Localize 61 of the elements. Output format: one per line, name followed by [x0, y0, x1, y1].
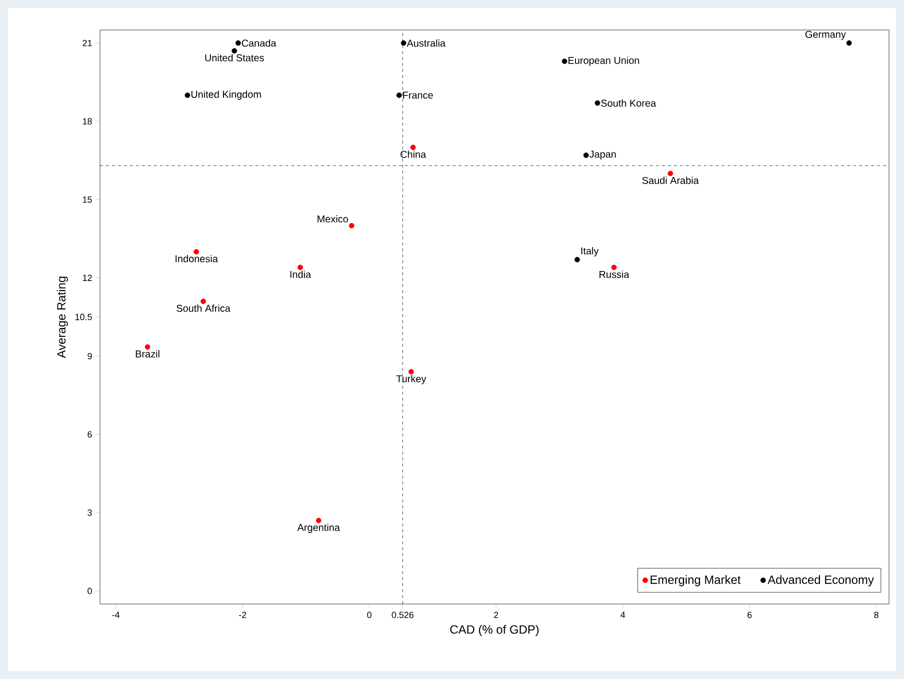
- legend-label: Advanced Economy: [768, 575, 874, 586]
- annotation: Mexico: [318, 215, 348, 222]
- point: [611, 264, 617, 270]
- y-tick-label: 12: [82, 274, 92, 281]
- annotation: Japan: [589, 150, 616, 160]
- point: [235, 40, 241, 46]
- annotation: Argentina: [297, 524, 340, 533]
- annotation: India: [290, 270, 312, 278]
- annotation: Turkey: [396, 374, 426, 384]
- annotation: European Union: [568, 56, 640, 66]
- x-tick-label: 0: [367, 612, 372, 618]
- x-tick-label: -4: [112, 612, 120, 618]
- point: [574, 256, 580, 262]
- y-tick-label: 21: [82, 40, 92, 46]
- annotation: United States: [205, 54, 264, 62]
- y-tick-label: 3: [88, 509, 92, 516]
- y-axis-title: Average Rating: [56, 276, 68, 358]
- annotation: South Korea: [601, 99, 656, 107]
- point: [194, 249, 200, 254]
- y-tick-label: 6: [88, 431, 92, 438]
- point: [410, 144, 416, 150]
- point: [144, 344, 150, 350]
- x-tick-label: -2: [239, 612, 246, 618]
- annotation: Italy: [581, 247, 599, 256]
- point: [408, 369, 414, 374]
- y-tick-label: 10.5: [75, 314, 92, 320]
- point: [232, 48, 238, 54]
- y-tick-label: 18: [82, 118, 92, 124]
- y-tick-label: 0: [88, 588, 92, 594]
- point: [298, 264, 303, 270]
- annotation: Saudi Arabia: [642, 176, 699, 184]
- x-tick-label: 6: [748, 612, 752, 618]
- annotation: South Africa: [176, 304, 230, 312]
- legend-label: Emerging Market: [650, 575, 741, 586]
- annotation: Australia: [406, 39, 446, 47]
- x-tick-label: 2: [494, 612, 498, 618]
- annotation: Russia: [600, 270, 630, 278]
- y-tick-label: 9: [88, 352, 92, 360]
- point: [594, 100, 600, 106]
- annotation: Germany: [805, 30, 846, 40]
- x-axis-title: CAD (% of GDP): [450, 624, 539, 636]
- point: [846, 40, 852, 46]
- x-tick-label: 4: [620, 612, 626, 618]
- annotation: Indonesia: [176, 254, 218, 262]
- point: [348, 222, 354, 228]
- x-tick-label: 0.526: [392, 612, 414, 618]
- annotation: China: [400, 150, 426, 158]
- point: [583, 152, 589, 158]
- annotation: Canada: [242, 39, 276, 47]
- point: [184, 92, 190, 98]
- y-tick-label: 15: [82, 196, 92, 203]
- annotation: Brazil: [136, 350, 160, 358]
- annotation: United Kingdom: [191, 90, 261, 100]
- point: [562, 58, 568, 64]
- point: [200, 298, 206, 304]
- point: [316, 518, 322, 524]
- point: [400, 40, 406, 46]
- point: [668, 170, 674, 176]
- x-tick-label: 8: [874, 612, 878, 618]
- annotation: France: [403, 92, 433, 99]
- point: [396, 92, 402, 98]
